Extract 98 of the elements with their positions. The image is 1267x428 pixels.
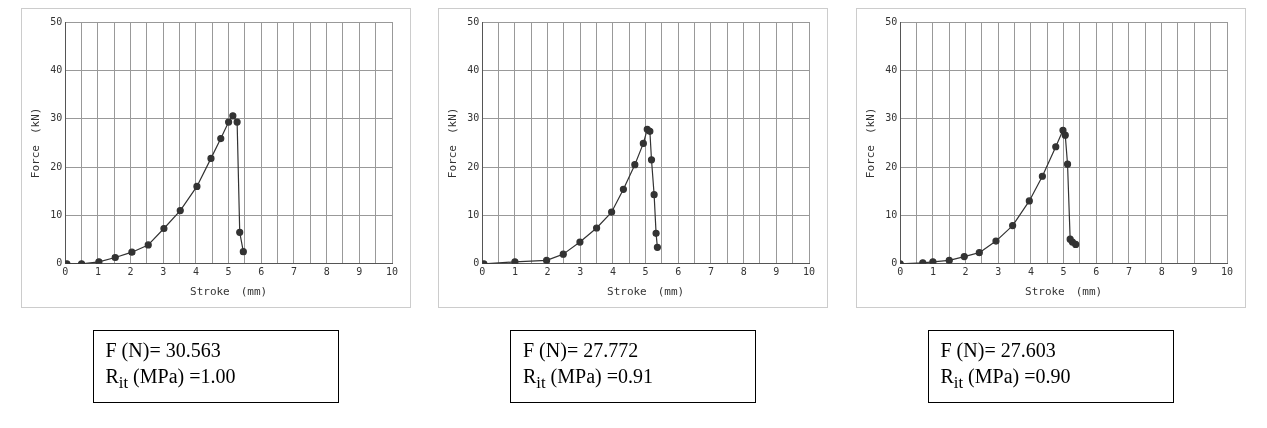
y-tick-label: 20 <box>884 160 897 172</box>
x-tick-label: 8 <box>1158 266 1165 278</box>
point <box>1025 197 1033 205</box>
point <box>206 154 215 162</box>
y-tick-label: 40 <box>467 63 480 75</box>
point <box>945 256 953 264</box>
x-tick-label: 6 <box>1092 266 1099 278</box>
point <box>1063 160 1071 168</box>
x-tick-label: 10 <box>385 266 398 278</box>
text: F (N)= 27.603 <box>940 338 1057 363</box>
x-tick-label: 10 <box>802 266 816 278</box>
x-tick-label: 9 <box>1190 266 1197 278</box>
point <box>559 250 567 258</box>
x-tick-label: 4 <box>1027 266 1034 278</box>
point <box>576 238 584 246</box>
y-axis-title: Force (kN) <box>863 107 877 179</box>
x-axis-title: Stroke (mm) <box>607 285 685 299</box>
y-tick-label: 50 <box>467 15 480 27</box>
x-axis-title: Stroke (mm) <box>1024 285 1102 299</box>
point <box>1051 143 1059 151</box>
y-tick-label: 10 <box>49 209 62 221</box>
point <box>975 249 983 257</box>
point <box>960 252 968 261</box>
point <box>228 112 236 120</box>
text: R$_{it}$ (MPa) =0.91 <box>523 364 654 394</box>
x-tick-label: 1 <box>94 266 101 278</box>
point <box>239 248 247 256</box>
x-tick-label: 9 <box>355 266 362 278</box>
y-tick-label: 40 <box>884 63 897 75</box>
y-tick-label: 20 <box>49 160 62 172</box>
point <box>1008 222 1016 230</box>
x-tick-label: 1 <box>929 266 936 278</box>
x-tick-label: 3 <box>994 266 1001 278</box>
point <box>650 191 658 199</box>
x-tick-label: 8 <box>740 266 747 278</box>
text: R$_{it}$ (MPa) =0.90 <box>940 364 1072 394</box>
x-tick-label: 8 <box>323 266 330 278</box>
x-tick-label: 7 <box>290 266 297 278</box>
x-axis-title: Stroke (mm) <box>189 285 267 299</box>
y-tick-label: 10 <box>884 209 897 221</box>
point <box>653 243 661 251</box>
text: F (N)= 30.563 <box>105 338 222 363</box>
y-axis-title: Force (kN) <box>446 107 460 179</box>
point <box>593 224 601 232</box>
x-tick-label: 1 <box>511 266 518 278</box>
point <box>1061 131 1069 139</box>
y-tick-label: 30 <box>49 112 62 124</box>
y-tick-label: 0 <box>473 257 480 269</box>
y-tick-label: 0 <box>890 257 897 269</box>
y-tick-label: 40 <box>49 63 62 75</box>
point <box>192 182 201 191</box>
point <box>233 118 241 126</box>
x-tick-label: 5 <box>642 266 649 278</box>
x-tick-label: 5 <box>1060 266 1067 278</box>
y-tick-label: 10 <box>467 209 480 221</box>
x-tick-label: 2 <box>544 266 551 278</box>
y-tick-label: 50 <box>884 15 897 27</box>
point <box>1058 126 1067 134</box>
point <box>639 139 647 147</box>
y-axis-title: Force (kN) <box>28 107 42 179</box>
point <box>652 229 660 237</box>
x-tick-label: 2 <box>127 266 134 278</box>
x-tick-label: 4 <box>609 266 616 278</box>
point <box>159 224 168 233</box>
y-tick-label: 30 <box>884 112 897 124</box>
x-tick-label: 7 <box>1125 266 1132 278</box>
point <box>216 134 224 143</box>
point <box>94 258 102 264</box>
point <box>619 185 627 193</box>
point <box>224 118 232 126</box>
y-tick-label: 30 <box>467 112 480 124</box>
x-tick-label: 2 <box>962 266 969 278</box>
x-tick-label: 10 <box>1220 266 1233 278</box>
x-tick-label: 5 <box>225 266 232 278</box>
y-tick-label: 0 <box>55 257 62 269</box>
y-tick-label: 50 <box>49 15 62 27</box>
point <box>631 161 639 169</box>
x-tick-label: 3 <box>577 266 584 278</box>
x-tick-label: 3 <box>159 266 166 278</box>
point <box>127 248 135 256</box>
point <box>111 253 119 262</box>
x-tick-label: 6 <box>675 266 682 278</box>
point <box>176 207 184 215</box>
point <box>235 228 243 236</box>
point <box>511 258 519 264</box>
x-tick-label: 4 <box>192 266 199 278</box>
point <box>608 208 616 216</box>
point <box>543 256 551 264</box>
point <box>1038 172 1046 180</box>
point <box>991 237 1000 245</box>
point <box>144 241 152 249</box>
x-tick-label: 9 <box>773 266 780 278</box>
y-tick-label: 20 <box>467 160 480 172</box>
x-tick-label: 6 <box>257 266 264 278</box>
text: F (N)= 27.772 <box>523 338 640 363</box>
point <box>647 156 656 164</box>
x-tick-label: 7 <box>707 266 714 278</box>
text: R$_{it}$ (MPa) =1.00 <box>105 364 237 394</box>
